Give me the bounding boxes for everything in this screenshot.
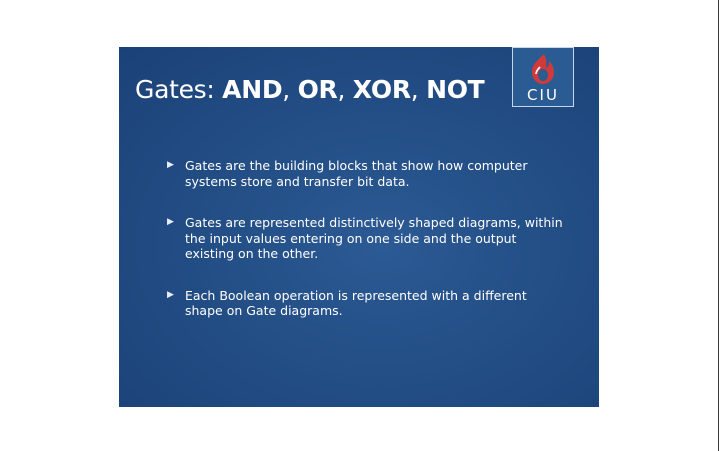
list-item: ▶ Gates are the building blocks that sho… <box>167 158 567 189</box>
flame-icon <box>532 54 554 84</box>
title-prefix: Gates: <box>135 75 223 104</box>
bullet-text: Gates are represented distinctively shap… <box>185 215 563 261</box>
page-edge-divider <box>718 0 719 451</box>
title-not: NOT <box>426 75 485 104</box>
bullet-arrow-icon: ▶ <box>167 217 174 227</box>
title-separator: , <box>282 75 298 104</box>
list-item: ▶ Each Boolean operation is represented … <box>167 288 567 319</box>
slide-title: Gates: AND, OR, XOR, NOT <box>135 75 485 104</box>
bullet-text: Gates are the building blocks that show … <box>185 158 528 189</box>
bullet-arrow-icon: ▶ <box>167 289 174 300</box>
slide: Gates: AND, OR, XOR, NOT CIU ▶ Gates are… <box>119 47 599 407</box>
bullet-text: Each Boolean operation is represented wi… <box>185 287 527 319</box>
bullet-arrow-icon: ▶ <box>167 160 174 170</box>
list-item: ▶ Gates are represented distinctively sh… <box>167 215 567 262</box>
title-and: AND <box>222 75 283 104</box>
title-xor: XOR <box>352 75 411 104</box>
ciu-logo: CIU <box>512 47 574 107</box>
bullet-list: ▶ Gates are the building blocks that sho… <box>167 158 567 345</box>
logo-text: CIU <box>527 86 559 104</box>
title-separator: , <box>410 75 427 104</box>
title-or: OR <box>297 75 338 104</box>
title-separator: , <box>337 75 353 104</box>
